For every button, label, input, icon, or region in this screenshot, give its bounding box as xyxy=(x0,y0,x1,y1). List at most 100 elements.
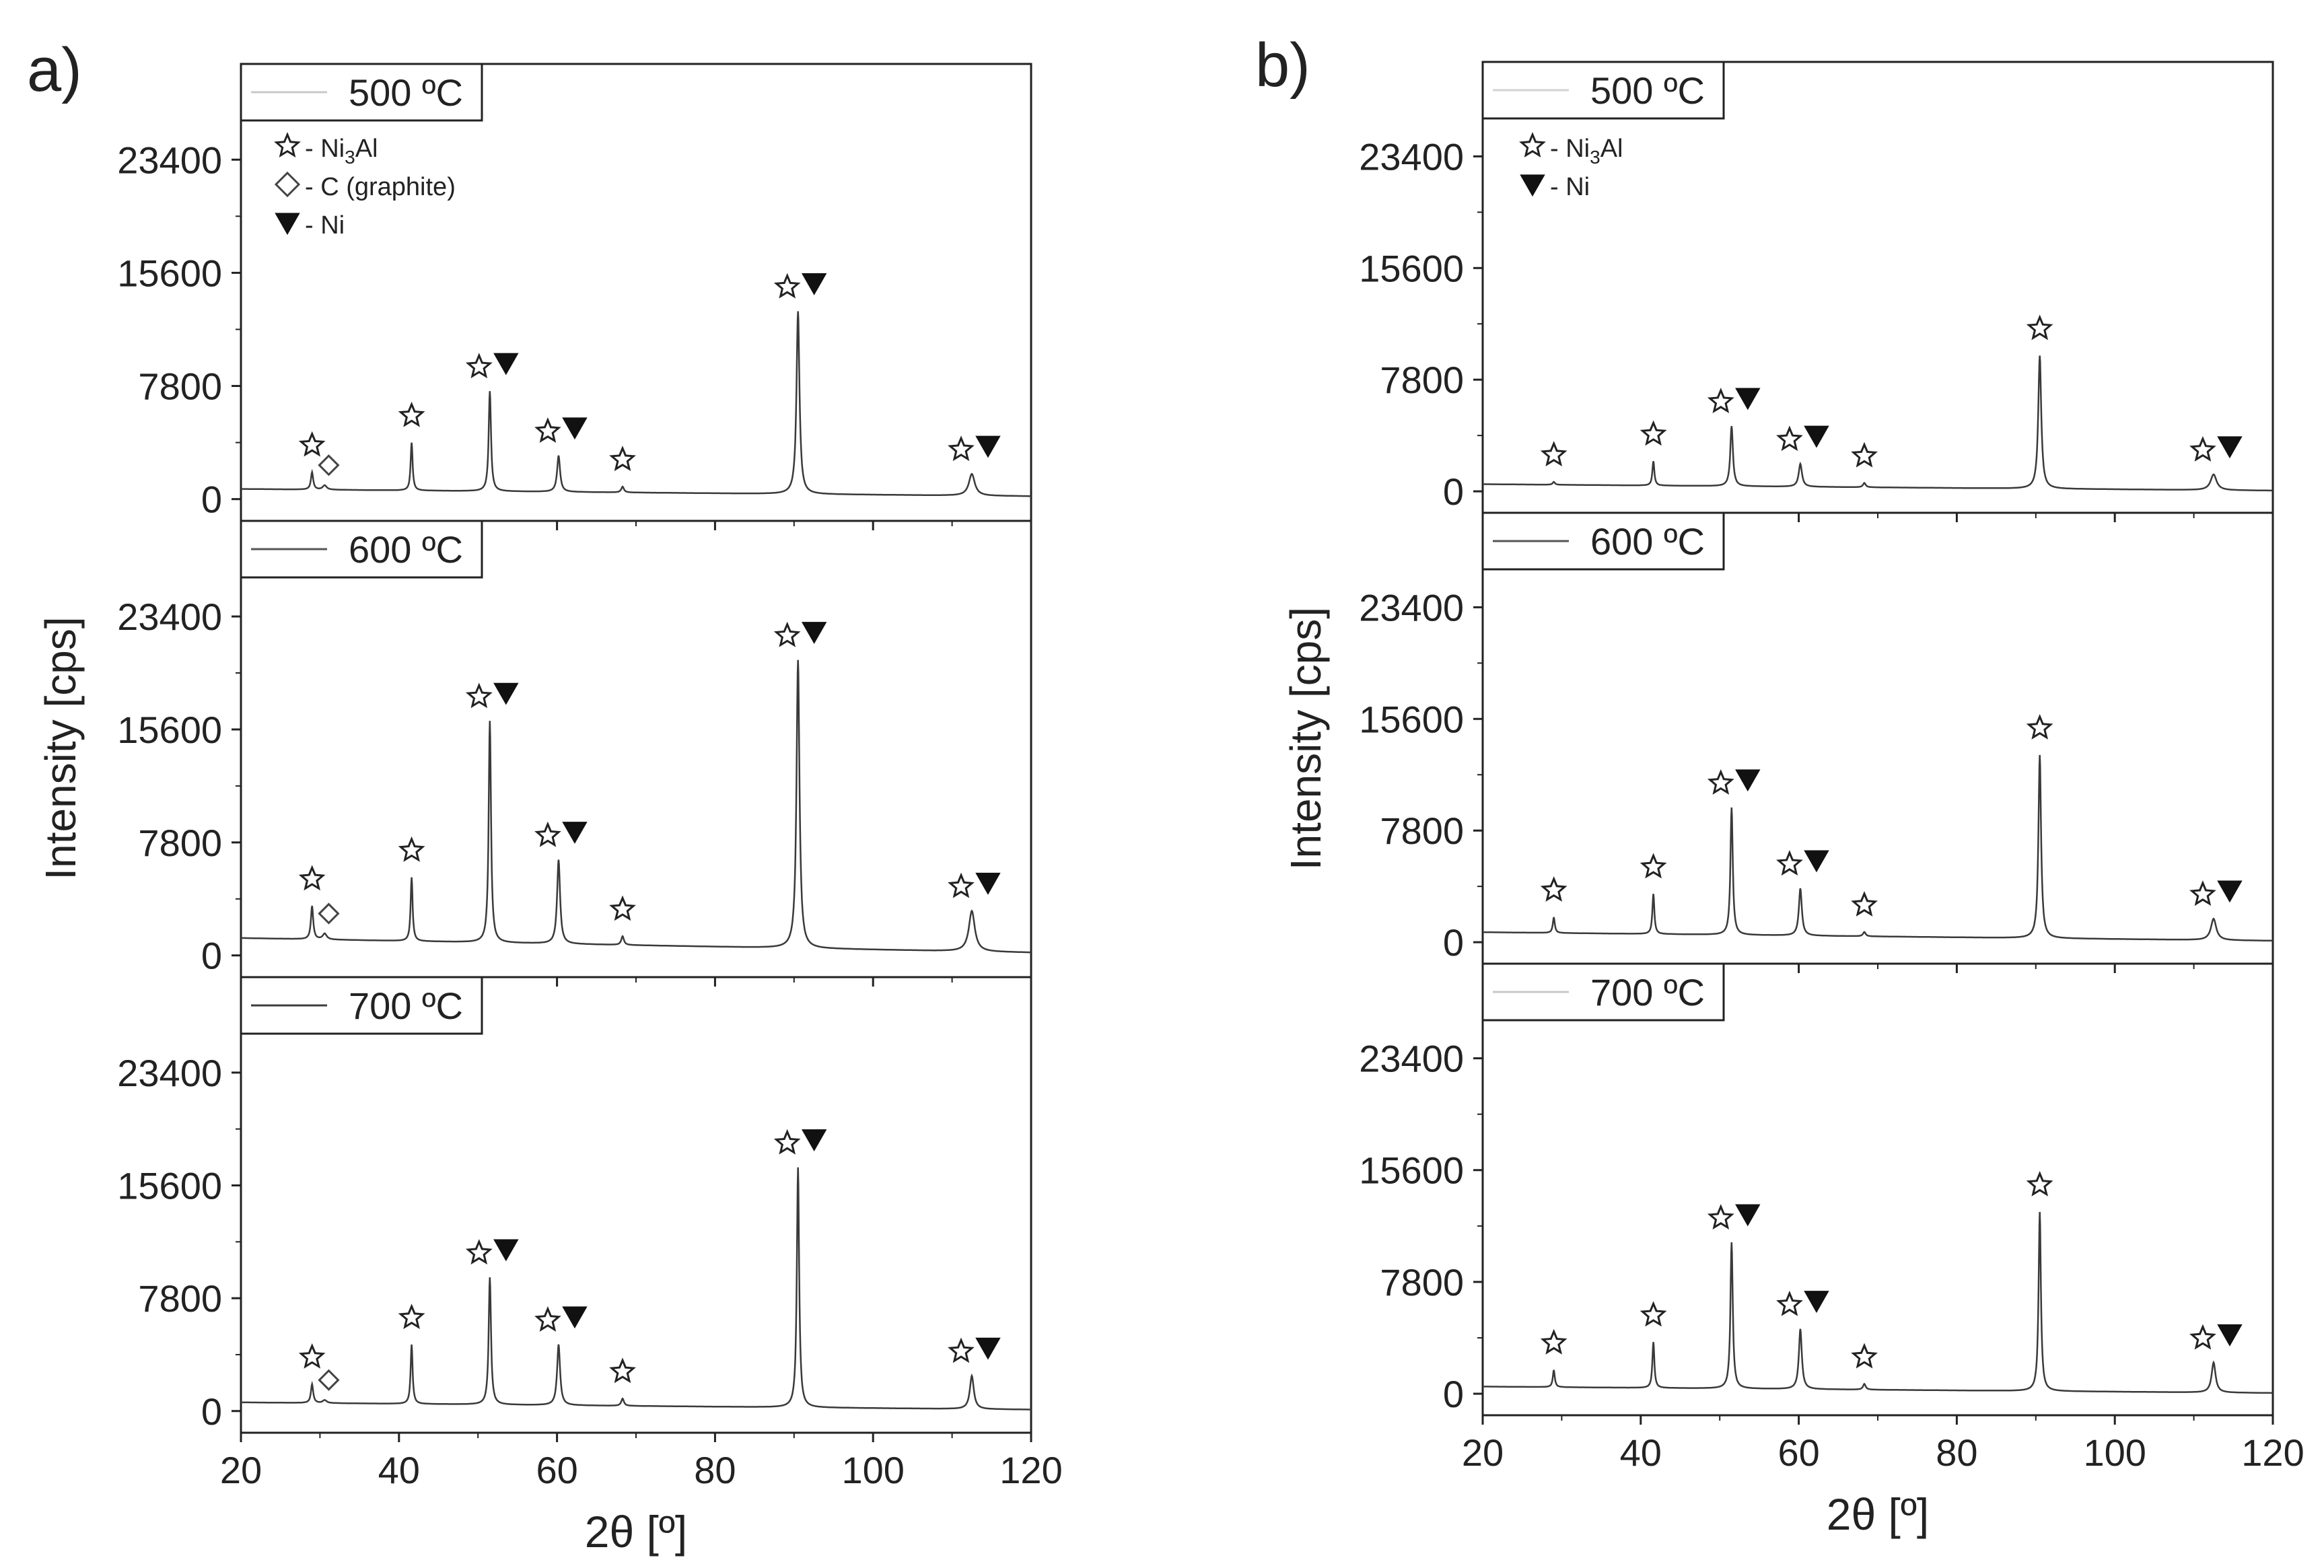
y-tick-label: 15600 xyxy=(1359,247,1464,289)
legend-entry: - Ni3Al xyxy=(1550,135,1623,168)
peak-marker-star xyxy=(609,895,636,921)
peak-marker-triangle xyxy=(562,1306,588,1329)
y-tick-label: 0 xyxy=(201,935,222,977)
subplot-700c: 0 7800 15600 23400 20 40 60 80 100 120 700 ºC xyxy=(1359,962,2304,1474)
peak-marker-star xyxy=(398,401,425,427)
legend-entry-text: - C (graphite) xyxy=(305,173,456,201)
y-tick-label: 15600 xyxy=(1359,1149,1464,1192)
x-tick-label: 60 xyxy=(1777,1431,1819,1474)
peak-marker-star xyxy=(773,1129,801,1155)
peak-marker-star xyxy=(1540,1328,1568,1355)
peak-marker-triangle xyxy=(2217,436,2243,459)
y-tick-label: 0 xyxy=(1443,921,1464,964)
peak-marker-triangle xyxy=(1735,1204,1761,1227)
y-tick-label: 7800 xyxy=(1380,359,1464,401)
legend-symbol-diamond xyxy=(274,171,301,198)
peak-marker-star xyxy=(1540,876,1568,902)
plot-frame xyxy=(1481,511,2274,965)
peak-marker-triangle xyxy=(1804,425,1829,448)
peak-marker-triangle xyxy=(801,622,827,644)
legend-box xyxy=(1481,962,1725,1022)
plot-frame xyxy=(240,63,1032,522)
subplot-600c: 0 7800 15600 23400 600 ºC xyxy=(1359,511,2274,973)
y-tick-label: 15600 xyxy=(1359,698,1464,740)
peak-marker-star xyxy=(465,1239,493,1265)
peak-marker-star xyxy=(1776,425,1803,452)
peak-marker-star xyxy=(948,872,975,898)
series-line xyxy=(1483,754,2273,942)
peak-marker-star xyxy=(298,865,326,891)
legend-entry: - Ni xyxy=(1550,173,1590,201)
legend-entry-subscript: 3 xyxy=(345,147,355,168)
series-line xyxy=(241,660,1032,954)
legend-box xyxy=(240,63,483,122)
x-tick-label: 20 xyxy=(1462,1431,1504,1474)
peak-marker-star xyxy=(1707,769,1734,795)
peak-marker-triangle xyxy=(801,1129,827,1151)
legend-entry: - Ni xyxy=(305,211,345,240)
peak-marker-star xyxy=(773,621,801,647)
peak-marker-star xyxy=(1640,853,1667,879)
x-tick-label: 40 xyxy=(378,1449,420,1491)
panel-b: b) Intensity [cps] 0 7800 15600 23400 500 ºC 0 7… xyxy=(1255,31,2304,1539)
panel-label: b) xyxy=(1255,31,1310,100)
y-tick-label: 7800 xyxy=(138,822,222,864)
series-line xyxy=(241,1167,1031,1411)
peak-marker-triangle xyxy=(975,872,1001,895)
peak-marker-triangle xyxy=(975,1337,1001,1360)
y-tick-label: 0 xyxy=(201,1390,222,1433)
peak-marker-star xyxy=(465,682,493,709)
y-tick-label: 23400 xyxy=(1359,1038,1464,1080)
plot-frame xyxy=(1481,61,2274,514)
peak-marker-star xyxy=(609,446,636,472)
x-tick-label: 80 xyxy=(694,1449,736,1491)
y-tick-label: 0 xyxy=(201,478,222,521)
peak-marker-star xyxy=(465,353,493,379)
subplot-500c: 0 7800 15600 23400 500 ºC xyxy=(117,63,1032,530)
peak-marker-triangle xyxy=(975,435,1001,458)
y-axis-title: Intensity [cps] xyxy=(36,616,85,880)
y-tick-label: 7800 xyxy=(1380,1261,1464,1304)
legend-label: 600 ºC xyxy=(349,528,463,571)
peak-marker-star xyxy=(1540,441,1568,466)
peak-marker-star xyxy=(2189,435,2216,462)
y-tick-label: 23400 xyxy=(117,1052,222,1094)
y-tick-label: 7800 xyxy=(138,365,222,408)
x-tick-label: 20 xyxy=(220,1449,262,1491)
series-legend: 500 ºC xyxy=(240,63,483,122)
peak-marker-triangle xyxy=(1804,1291,1829,1313)
legend-entry-text: - Ni xyxy=(1550,173,1590,201)
peak-marker-star xyxy=(1707,1204,1734,1230)
peak-marker-star xyxy=(1851,891,1878,917)
peak-marker-triangle xyxy=(2217,880,2243,903)
legend-entry-text: - Ni xyxy=(1550,135,1590,163)
x-axis-title: 2θ [º] xyxy=(585,1507,688,1557)
y-tick-label: 15600 xyxy=(117,1164,222,1207)
peak-marker-triangle xyxy=(562,822,588,844)
x-tick-label: 40 xyxy=(1620,1431,1662,1474)
peak-marker-triangle xyxy=(493,353,519,376)
peak-marker-star xyxy=(2189,880,2216,906)
peak-marker-triangle xyxy=(1804,850,1829,873)
legend-label: 700 ºC xyxy=(349,985,463,1027)
peak-marker-star xyxy=(534,417,561,443)
legend-label: 500 ºC xyxy=(349,71,463,114)
y-tick-label: 15600 xyxy=(117,252,222,294)
legend-label: 600 ºC xyxy=(1590,520,1705,563)
peak-marker-star xyxy=(948,435,975,462)
peak-marker-triangle xyxy=(2217,1324,2243,1347)
peak-marker-star xyxy=(2026,713,2053,740)
y-tick-label: 23400 xyxy=(1359,586,1464,629)
peak-marker-star xyxy=(2026,314,2053,341)
legend-entry: - C (graphite) xyxy=(305,173,456,201)
series-legend: 600 ºC xyxy=(240,520,483,579)
y-tick-label: 0 xyxy=(1443,1373,1464,1415)
peak-marker-star xyxy=(398,1304,425,1329)
peak-marker-diamond xyxy=(318,1369,340,1391)
y-tick-label: 15600 xyxy=(117,709,222,751)
subplot-600c: 0 7800 15600 23400 600 ºC xyxy=(117,520,1032,987)
x-tick-label: 100 xyxy=(2083,1431,2146,1474)
series-legend: 600 ºC xyxy=(1481,511,1725,571)
peak-marker-star xyxy=(298,431,326,457)
